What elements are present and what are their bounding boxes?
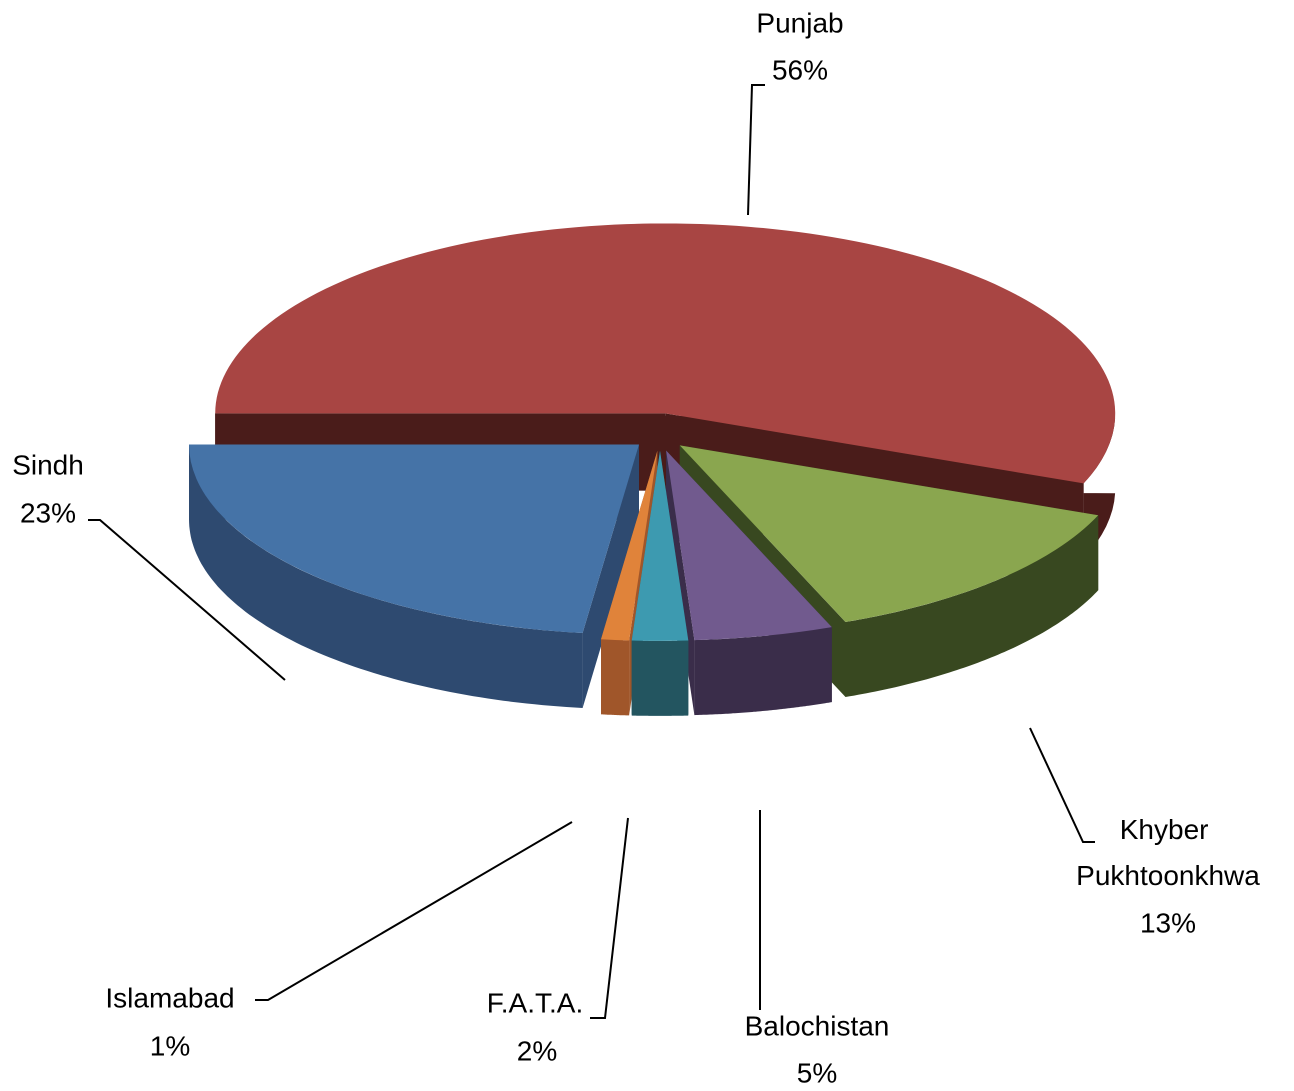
slice-side xyxy=(601,639,630,716)
category-label: Punjab xyxy=(756,7,843,38)
leader-line xyxy=(88,519,286,681)
value-label: 1% xyxy=(150,1030,190,1061)
value-label: 56% xyxy=(772,54,828,85)
slice-top xyxy=(601,450,658,641)
value-label: 2% xyxy=(517,1035,557,1066)
value-label: 13% xyxy=(1140,907,1196,938)
category-label: Balochistan xyxy=(745,1010,890,1041)
slice-side xyxy=(694,627,832,716)
slice-top xyxy=(631,450,689,641)
category-label: F.A.T.A. xyxy=(487,987,583,1018)
category-label: Khyber Pukhtoonkhwa xyxy=(1076,814,1260,891)
category-label: Sindh xyxy=(12,449,84,480)
value-label: 5% xyxy=(797,1057,837,1088)
slice-side xyxy=(189,444,583,708)
leader-line xyxy=(747,84,765,216)
slice-top xyxy=(679,445,1099,622)
slice xyxy=(189,444,639,708)
slice-side xyxy=(631,640,689,716)
leader-line xyxy=(1029,727,1095,843)
value-label: 23% xyxy=(20,497,76,528)
leader-line xyxy=(590,817,629,1019)
leader-line xyxy=(255,821,573,1001)
slice-top xyxy=(666,450,832,641)
slice-top xyxy=(215,223,1116,484)
slice-side xyxy=(845,515,1099,697)
slice-top xyxy=(189,444,639,633)
slice xyxy=(631,450,689,716)
category-label: Islamabad xyxy=(105,982,234,1013)
